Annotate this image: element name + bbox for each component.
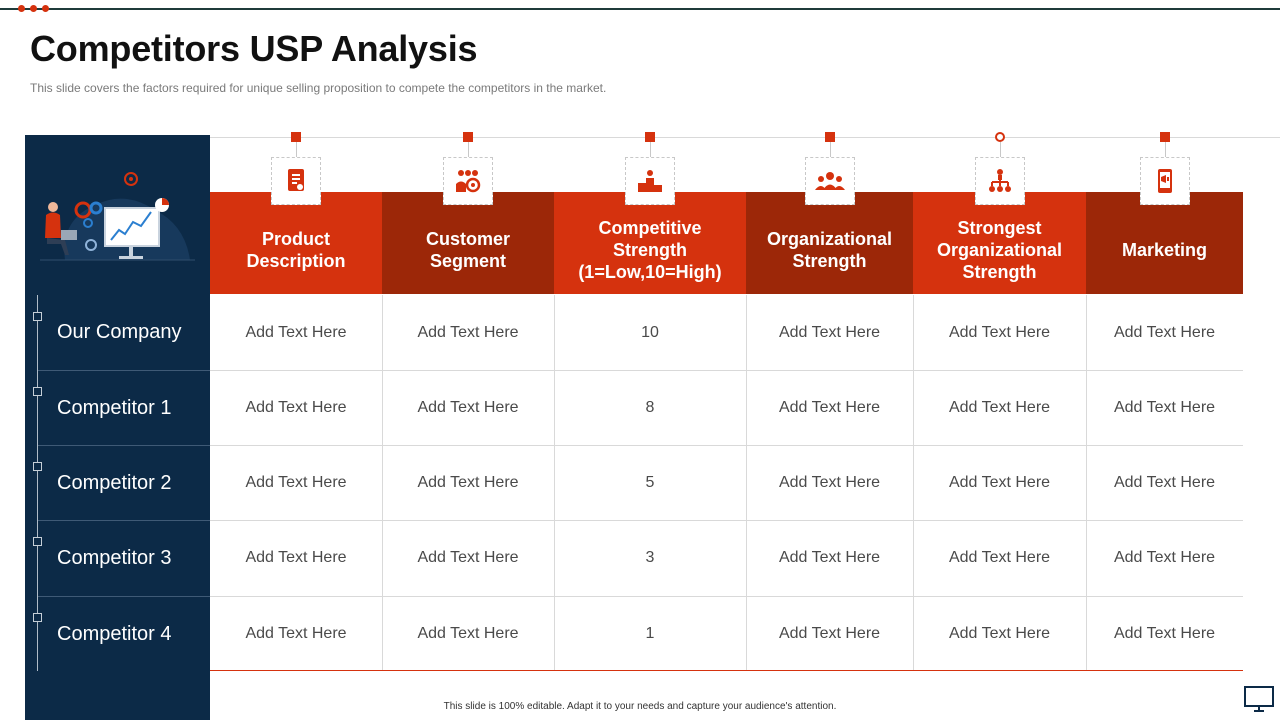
presentation-screen-icon[interactable] bbox=[1244, 685, 1274, 713]
table-cell: Add Text Here bbox=[1113, 323, 1216, 341]
customer-group-icon bbox=[443, 157, 493, 205]
row-marker bbox=[33, 537, 42, 546]
row-label-panel bbox=[25, 135, 210, 720]
table-cell: Add Text Here bbox=[948, 548, 1051, 566]
table-cell: Add Text Here bbox=[948, 473, 1051, 491]
row-marker bbox=[33, 387, 42, 396]
row-marker bbox=[33, 613, 42, 622]
header-marker-stem bbox=[468, 142, 469, 157]
row-connector-line bbox=[37, 295, 38, 671]
table-cell: Add Text Here bbox=[1113, 398, 1216, 416]
table-cell: Add Text Here bbox=[948, 398, 1051, 416]
header-marker-stem bbox=[296, 142, 297, 157]
table-cell: Add Text Here bbox=[778, 323, 881, 341]
table-cell: Add Text Here bbox=[417, 624, 519, 642]
footer-text: This slide is 100% editable. Adapt it to… bbox=[443, 701, 837, 712]
column-header: Strongest Organizational Strength bbox=[913, 192, 1086, 294]
table-cell: Add Text Here bbox=[417, 473, 519, 491]
table-cell: Add Text Here bbox=[245, 323, 347, 341]
top-rule bbox=[0, 8, 1280, 10]
row-divider bbox=[210, 520, 1243, 521]
table-cell: Add Text Here bbox=[778, 473, 881, 491]
table-cell: 10 bbox=[641, 323, 659, 341]
header-marker-stem bbox=[829, 142, 831, 157]
table-cell: 3 bbox=[645, 548, 655, 566]
header-marker-stem bbox=[999, 142, 1001, 157]
header-guide-line bbox=[210, 137, 1280, 138]
column-header-label: Competitive Strength (1=Low,10=High) bbox=[578, 218, 722, 282]
top-dots bbox=[18, 5, 54, 13]
table-cell: 1 bbox=[645, 624, 655, 642]
column-divider bbox=[382, 295, 383, 671]
row-divider bbox=[210, 370, 1243, 371]
table-cell: Add Text Here bbox=[778, 624, 881, 642]
row-label: Competitor 1 bbox=[38, 370, 210, 445]
header-marker-stem bbox=[1164, 142, 1166, 157]
column-header-label: Organizational Strength bbox=[766, 229, 892, 271]
column-header: Product Description bbox=[210, 192, 382, 294]
column-header: Marketing bbox=[1086, 192, 1243, 294]
podium-icon bbox=[625, 157, 675, 205]
table-cell: 8 bbox=[645, 398, 655, 416]
column-header: Customer Segment bbox=[382, 192, 554, 294]
column-header-label: Strongest Organizational Strength bbox=[936, 218, 1062, 282]
header-marker bbox=[824, 132, 835, 142]
row-label: Competitor 4 bbox=[38, 596, 210, 671]
header-marker bbox=[994, 132, 1005, 142]
page-subtitle: This slide covers the factors required f… bbox=[30, 81, 607, 95]
table-cell: Add Text Here bbox=[417, 548, 519, 566]
page-title: Competitors USP Analysis bbox=[30, 28, 478, 69]
column-divider bbox=[554, 295, 555, 671]
table-cell: Add Text Here bbox=[417, 398, 519, 416]
header-marker bbox=[463, 132, 473, 142]
table-cell: Add Text Here bbox=[245, 548, 347, 566]
row-label: Competitor 2 bbox=[38, 445, 210, 520]
table-cell: Add Text Here bbox=[948, 323, 1051, 341]
analyst-illustration bbox=[40, 172, 195, 261]
mobile-marketing-icon bbox=[1139, 157, 1190, 205]
column-header-label: Customer Segment bbox=[425, 229, 510, 271]
org-chart-icon bbox=[974, 157, 1025, 205]
column-header-label: Marketing bbox=[1121, 240, 1208, 260]
row-marker bbox=[33, 312, 42, 321]
document-icon bbox=[271, 157, 321, 205]
column-header-label: Product Description bbox=[246, 229, 346, 271]
row-divider bbox=[210, 596, 1243, 597]
table-cell: Add Text Here bbox=[778, 548, 881, 566]
header-marker bbox=[1159, 132, 1170, 142]
row-label: Our Company bbox=[57, 321, 182, 343]
team-icon bbox=[804, 157, 855, 205]
column-divider bbox=[746, 295, 747, 671]
table-bottom-rule bbox=[210, 670, 1243, 671]
column-divider bbox=[913, 295, 914, 671]
table-cell: Add Text Here bbox=[245, 398, 347, 416]
table-cell: Add Text Here bbox=[417, 323, 519, 341]
column-header: Competitive Strength (1=Low,10=High) bbox=[554, 192, 746, 294]
table-cell: Add Text Here bbox=[1113, 473, 1216, 491]
header-marker bbox=[645, 132, 655, 142]
row-divider bbox=[210, 445, 1243, 446]
column-header: Organizational Strength bbox=[746, 192, 913, 294]
row-marker bbox=[33, 462, 42, 471]
table-cell: Add Text Here bbox=[948, 624, 1051, 642]
table-cell: Add Text Here bbox=[778, 398, 881, 416]
header-marker bbox=[291, 132, 301, 142]
column-divider bbox=[1086, 295, 1087, 671]
footer-note: This slide is 100% editable. Adapt it to… bbox=[0, 701, 1280, 712]
table-cell: Add Text Here bbox=[1113, 548, 1216, 566]
table-cell: 5 bbox=[645, 473, 655, 491]
table-cell: Add Text Here bbox=[1113, 624, 1216, 642]
table-cell: Add Text Here bbox=[245, 473, 347, 491]
header-marker-stem bbox=[650, 142, 651, 157]
row-label: Competitor 3 bbox=[38, 520, 210, 595]
table-cell: Add Text Here bbox=[245, 624, 347, 642]
